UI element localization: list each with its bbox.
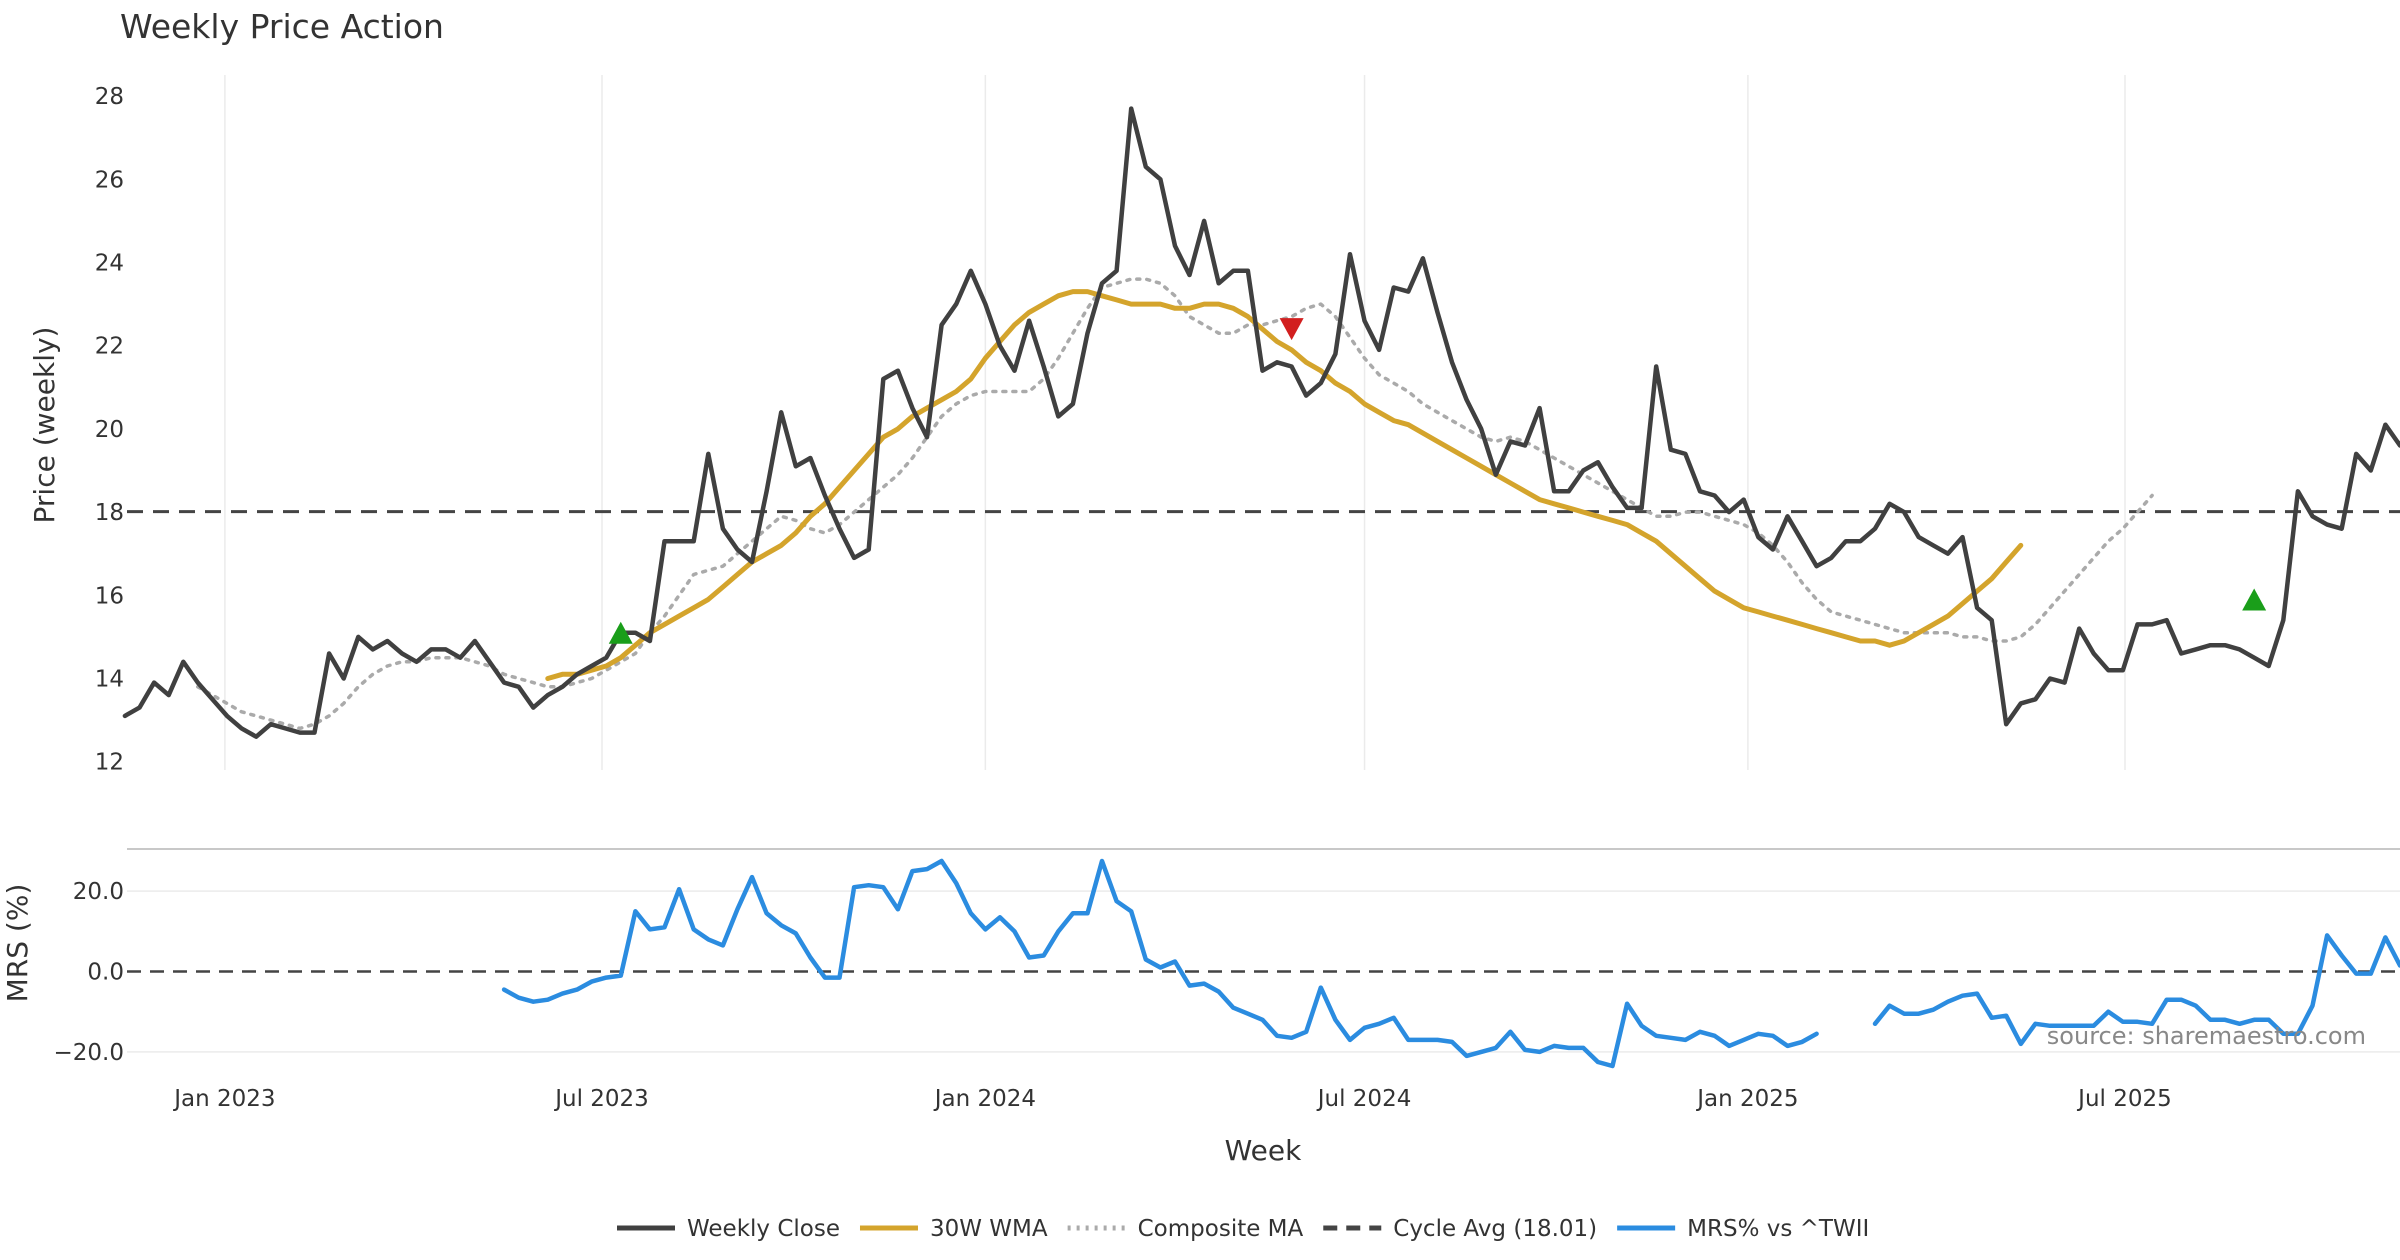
price-y-tick-label: 24 — [95, 251, 124, 277]
buy-signal-marker — [2242, 588, 2267, 611]
price-y-axis-title: Price (weekly) — [28, 327, 61, 524]
price-y-tick-label: 28 — [95, 84, 124, 110]
x-tick-label: Jan 2024 — [933, 1086, 1036, 1112]
legend-label-mrs-vs-twii: MRS% vs ^TWII — [1687, 1216, 1869, 1242]
sell-signal-marker — [1279, 318, 1304, 341]
price-y-tick-label: 26 — [95, 167, 124, 193]
price-y-tick-label: 20 — [95, 417, 124, 443]
source-label: source: sharemaestro.com — [2047, 1022, 2366, 1050]
x-tick-label: Jan 2025 — [1695, 1086, 1798, 1112]
signal-markers — [608, 318, 2267, 644]
legend-label-composite-ma: Composite MA — [1138, 1216, 1304, 1242]
legend-label-weekly-close: Weekly Close — [687, 1216, 840, 1242]
price-y-tick-label: 22 — [95, 334, 124, 360]
x-axis: Jan 2023 Jul 2023 Jan 2024 Jul 2024 Jan 2025… — [172, 1086, 2172, 1112]
legend: Weekly Close 30W WMA Composite MA Cycle Avg… — [617, 1216, 1869, 1242]
price-panel-grid — [224, 75, 2126, 770]
x-tick-label: Jul 2024 — [1316, 1086, 1412, 1112]
series-line-composite-ma — [196, 277, 2154, 731]
x-tick-label: Jul 2025 — [2076, 1086, 2172, 1112]
series-line-mrs — [501, 858, 1819, 1069]
mrs-y-tick-label: 0.0 — [87, 960, 124, 986]
x-tick-label: Jul 2023 — [553, 1086, 649, 1112]
x-tick-label: Jan 2023 — [172, 1086, 275, 1112]
buy-signal-marker — [608, 621, 633, 644]
mrs-y-axis: 20.0 0.0 −20.0 — [54, 879, 124, 1066]
series-line-30w-wma — [545, 289, 2024, 681]
price-y-tick-label: 18 — [95, 500, 124, 526]
series-line-mrs — [1872, 933, 2400, 1047]
price-y-tick-label: 14 — [95, 666, 124, 692]
x-axis-title: Week — [1225, 1134, 1302, 1167]
mrs-y-axis-title: MRS (%) — [1, 884, 34, 1003]
price-y-tick-label: 16 — [95, 583, 124, 609]
legend-label-cycle-avg-18-01: Cycle Avg (18.01) — [1393, 1216, 1597, 1242]
price-y-tick-label: 12 — [95, 750, 124, 776]
mrs-panel-grid — [127, 890, 2400, 1053]
chart-title: Weekly Price Action — [120, 7, 444, 46]
mrs-series-layer — [127, 858, 2400, 1069]
price-series-layer — [122, 106, 2400, 739]
mrs-y-tick-label: −20.0 — [54, 1040, 124, 1066]
series-line-weekly-close — [122, 106, 2400, 739]
price-y-axis: 12 14 16 18 20 22 24 26 28 — [95, 84, 124, 776]
mrs-y-tick-label: 20.0 — [73, 879, 124, 905]
legend-label-30w-wma: 30W WMA — [930, 1216, 1048, 1242]
